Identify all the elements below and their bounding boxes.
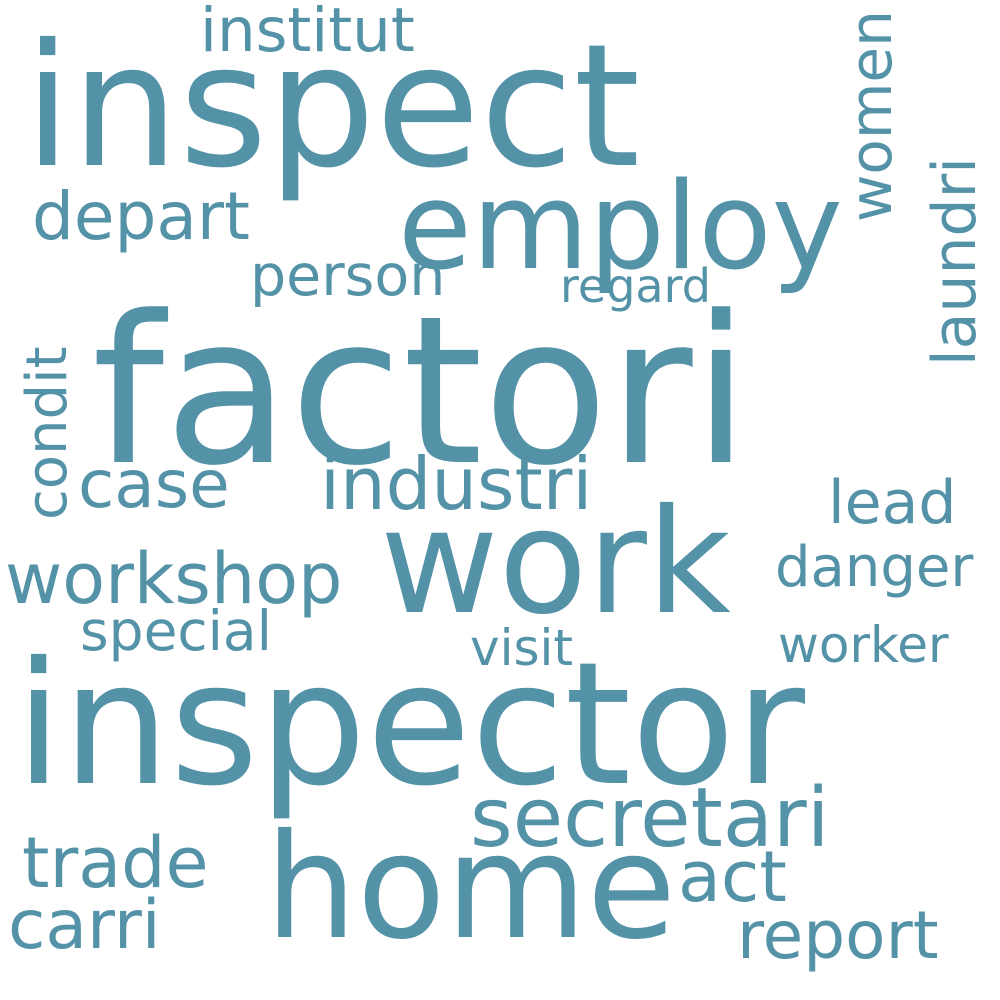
word-visit: visit [470,619,574,677]
word-workshop: workshop [5,538,343,620]
word-inspector: inspector [15,626,806,824]
word-inspect: inspect [24,8,641,206]
word-act: act [678,836,787,918]
word-women: women [837,10,905,222]
word-institut: institut [200,0,415,66]
word-laundri: laundri [920,157,990,366]
word-employ: employ [398,158,843,297]
word-report: report [737,897,939,974]
word-danger: danger [775,535,974,600]
word-depart: depart [32,178,250,255]
word-factori: factori [92,273,750,511]
word-work: work [380,478,731,647]
word-special: special [80,599,272,663]
word-secretari: secretari [470,771,830,866]
word-person: person [250,243,446,309]
word-regard: regard [560,259,711,313]
word-industri: industri [320,442,593,526]
word-lead: lead [828,468,957,538]
word-case: case [78,446,230,523]
word-home: home [265,803,677,972]
word-condit: condit [15,346,80,520]
word-worker: worker [778,616,949,674]
word-trade: trade [22,822,209,904]
word-carri: carri [8,886,161,965]
